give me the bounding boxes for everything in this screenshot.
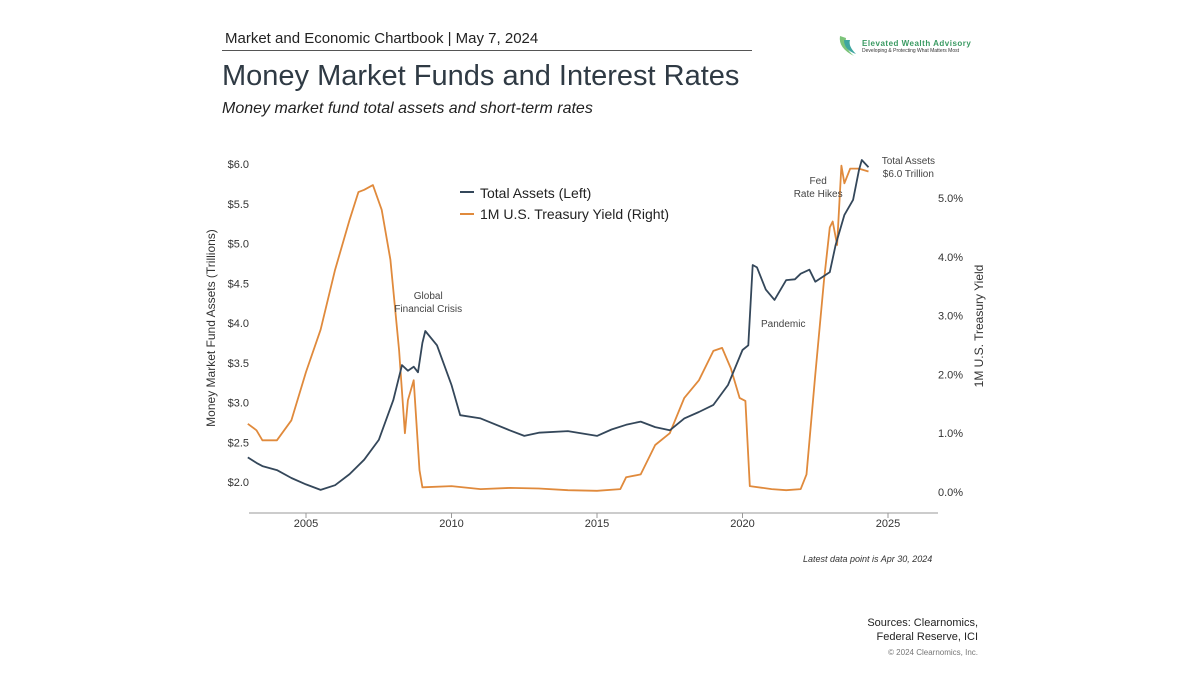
- x-tick-label: 2020: [730, 518, 754, 530]
- annotation: Total Assets $6.0 Trillion: [882, 156, 935, 180]
- x-tick-label: 2015: [585, 518, 609, 530]
- chartbook-header: Market and Economic Chartbook | May 7, 2…: [225, 30, 539, 47]
- x-tick-label: 2025: [876, 518, 900, 530]
- y-right-tick-label: 2.0%: [938, 369, 963, 381]
- copyright: © 2024 Clearnomics, Inc.: [888, 648, 978, 657]
- legend-label-assets: Total Assets (Left): [480, 185, 591, 201]
- y-left-tick-label: $5.5: [228, 199, 249, 211]
- sources-line-2: Federal Reserve, ICI: [876, 631, 978, 643]
- sources: Sources: Clearnomics, Federal Reserve, I…: [867, 616, 978, 644]
- legend-label-yield: 1M U.S. Treasury Yield (Right): [480, 206, 669, 222]
- y-right-tick-label: 3.0%: [938, 311, 963, 323]
- y-left-label: Money Market Fund Assets (Trillions): [204, 229, 218, 427]
- x-tick-label: 2010: [439, 518, 463, 530]
- y-right-label: 1M U.S. Treasury Yield: [972, 265, 986, 388]
- logo-tagline: Developing & Protecting What Matters Mos…: [862, 47, 959, 54]
- y-right-tick-label: 4.0%: [938, 252, 963, 264]
- y-left-tick-label: $2.5: [228, 437, 249, 449]
- y-left-tick-label: $4.5: [228, 278, 249, 290]
- sources-line-1: Sources: Clearnomics,: [867, 617, 978, 629]
- series-line-assets: [247, 159, 870, 491]
- y-right-tick-label: 1.0%: [938, 428, 963, 440]
- y-right-tick-label: 5.0%: [938, 193, 963, 205]
- latest-data-note: Latest data point is Apr 30, 2024: [803, 554, 933, 564]
- logo: Elevated Wealth Advisory Developing & Pr…: [836, 34, 971, 58]
- y-right-tick-label: 0.0%: [938, 487, 963, 499]
- page-subtitle: Money market fund total assets and short…: [222, 100, 593, 117]
- logo-leaf-icon: [839, 36, 856, 56]
- series-line-yield: [247, 164, 869, 492]
- y-left-tick-label: $6.0: [228, 159, 249, 171]
- annotation: Pandemic: [761, 319, 805, 330]
- legend: Total Assets (Left) 1M U.S. Treasury Yie…: [460, 185, 669, 222]
- page-title: Money Market Funds and Interest Rates: [222, 60, 740, 92]
- x-tick-label: 2005: [294, 518, 318, 530]
- header-divider: [222, 50, 752, 51]
- logo-name: Elevated Wealth Advisory: [862, 38, 972, 48]
- annotation: Fed Rate Hikes: [794, 176, 843, 200]
- y-left-tick-label: $2.0: [228, 477, 249, 489]
- annotation: Global Financial Crisis: [394, 291, 462, 315]
- y-left-tick-label: $3.0: [228, 398, 249, 410]
- y-left-tick-label: $5.0: [228, 239, 249, 251]
- y-left-tick-label: $3.5: [228, 358, 249, 370]
- y-left-tick-label: $4.0: [228, 318, 249, 330]
